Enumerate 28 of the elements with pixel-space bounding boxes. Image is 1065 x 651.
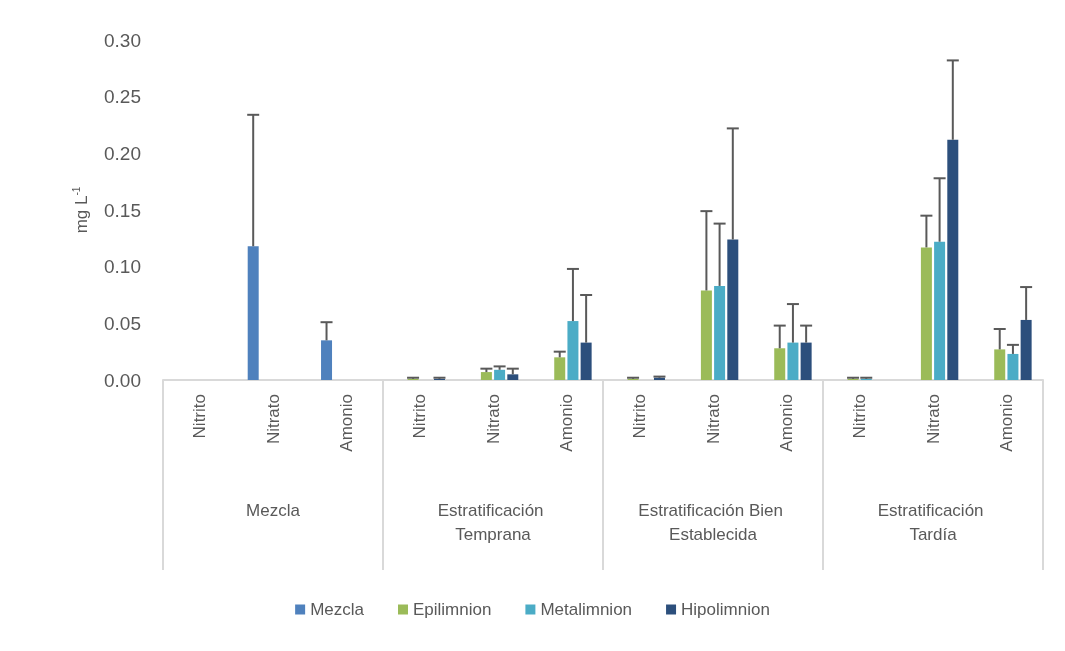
x-tick-label: Nitrato (263, 394, 283, 445)
y-tick-label: 0.20 (104, 142, 141, 164)
text: Estratificación Temprana (437, 500, 549, 544)
x-tick-label: Nitrato (703, 394, 723, 445)
y-axis-title: mg L-1 (70, 186, 91, 234)
y-tick-label: 0.25 (104, 86, 141, 108)
legend-label: Epilimnion (412, 600, 492, 619)
x-tick-label: Amonio (776, 394, 796, 452)
legend-label: Hipolimnion (681, 600, 770, 619)
legend-label: Mezcla (310, 600, 365, 619)
x-tick-label: Amonio (996, 394, 1016, 452)
x-tick-label: Nitrato (923, 394, 943, 445)
x-tick-label: Amonio (336, 394, 356, 452)
x-tick-label: Nitrito (410, 394, 430, 439)
text: Estratificación Bien Establecida (638, 500, 788, 544)
x-tick-label: Nitrito (850, 394, 870, 439)
x-tick-label: Nitrito (190, 394, 210, 439)
y-tick-label: 0.05 (104, 312, 141, 334)
text: Estratificación Tardía (877, 500, 989, 544)
x-tick-label: Nitrato (483, 394, 503, 445)
y-tick-label: 0.10 (104, 256, 141, 278)
y-tick-label: 0.15 (104, 199, 141, 221)
x-tick-label: Amonio (556, 394, 576, 452)
text: Mezcla (246, 500, 301, 520)
legend-label: Metalimnion (540, 600, 633, 619)
x-tick-label: Nitrito (630, 394, 650, 439)
y-tick-label: 0.30 (104, 29, 141, 51)
y-tick-label: 0.00 (104, 369, 141, 391)
